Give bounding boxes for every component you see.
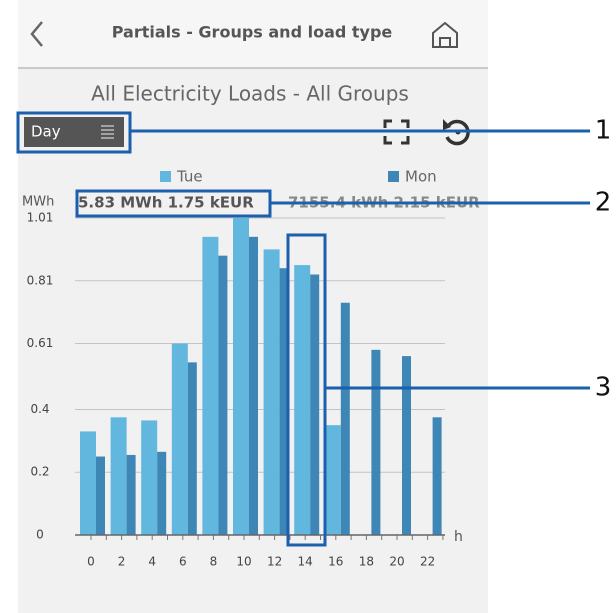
bar xyxy=(263,249,280,535)
back-button[interactable] xyxy=(30,21,43,47)
annotations: 1 2 3 xyxy=(16,111,612,547)
bar xyxy=(171,343,188,535)
bar xyxy=(126,454,136,535)
bar xyxy=(110,417,127,535)
bar xyxy=(141,420,158,535)
y-tick-label: 0.4 xyxy=(30,402,49,416)
bar xyxy=(218,255,228,535)
y-axis-label: MWh xyxy=(22,195,54,210)
bar xyxy=(310,274,320,535)
x-axis-label: h xyxy=(454,529,463,545)
bar xyxy=(279,268,289,535)
x-tick-label: 8 xyxy=(210,555,218,569)
bar xyxy=(432,417,442,535)
x-tick-label: 18 xyxy=(359,555,374,569)
x-tick-label: 6 xyxy=(179,555,187,569)
bar xyxy=(249,236,258,536)
legend-label: Tue xyxy=(176,168,203,186)
bar xyxy=(340,302,350,535)
home-button[interactable] xyxy=(432,21,458,48)
callout-number: 2 xyxy=(595,188,612,218)
callout-number: 1 xyxy=(595,116,612,146)
y-tick-label: 1.01 xyxy=(27,211,54,225)
bar xyxy=(157,451,167,535)
bar xyxy=(96,456,105,535)
period-label: Day xyxy=(31,123,61,141)
dropdown-icon xyxy=(101,125,114,139)
bar xyxy=(233,218,249,535)
header-bar xyxy=(18,0,488,68)
header-title: Partials - Groups and load type xyxy=(112,23,393,42)
fullscreen-button[interactable] xyxy=(383,119,410,145)
x-tick-label: 10 xyxy=(236,555,251,569)
reset-arrow xyxy=(443,119,451,130)
bar xyxy=(202,236,219,536)
x-tick-label: 20 xyxy=(389,555,404,569)
x-tick-label: 0 xyxy=(87,555,95,569)
y-tick-label: 0.81 xyxy=(27,273,54,287)
bar xyxy=(187,362,197,535)
x-tick-label: 16 xyxy=(328,555,343,569)
y-tick-label: 0 xyxy=(36,528,44,542)
total-tue: 5.83 MWh 1.75 kEUR xyxy=(78,194,254,212)
legend-swatch xyxy=(160,171,171,182)
bar xyxy=(371,349,381,535)
y-tick-label: 0.2 xyxy=(30,465,49,479)
x-tick-label: 12 xyxy=(267,555,282,569)
callout-box-3 xyxy=(286,233,327,547)
x-tick-label: 14 xyxy=(298,555,313,569)
bar xyxy=(80,431,96,535)
bar xyxy=(402,356,411,535)
legend-swatch xyxy=(388,171,399,182)
bar xyxy=(294,265,311,535)
x-tick-label: 22 xyxy=(420,555,435,569)
y-tick-label: 0.61 xyxy=(27,336,54,350)
x-tick-label: 4 xyxy=(148,555,156,569)
x-tick-label: 2 xyxy=(118,555,126,569)
reset-arc xyxy=(445,119,470,146)
plot: 0 0.2 0.4 0.61 0.81 1.01 Tue Mon 0 2 4 6 8 10 12 14 16 18… xyxy=(27,168,445,569)
period-dropdown[interactable] xyxy=(24,117,124,147)
bar xyxy=(324,425,341,535)
subtitle: All Electricity Loads - All Groups xyxy=(91,82,409,106)
legend-label: Mon xyxy=(405,168,437,186)
callout-number: 3 xyxy=(595,373,612,403)
